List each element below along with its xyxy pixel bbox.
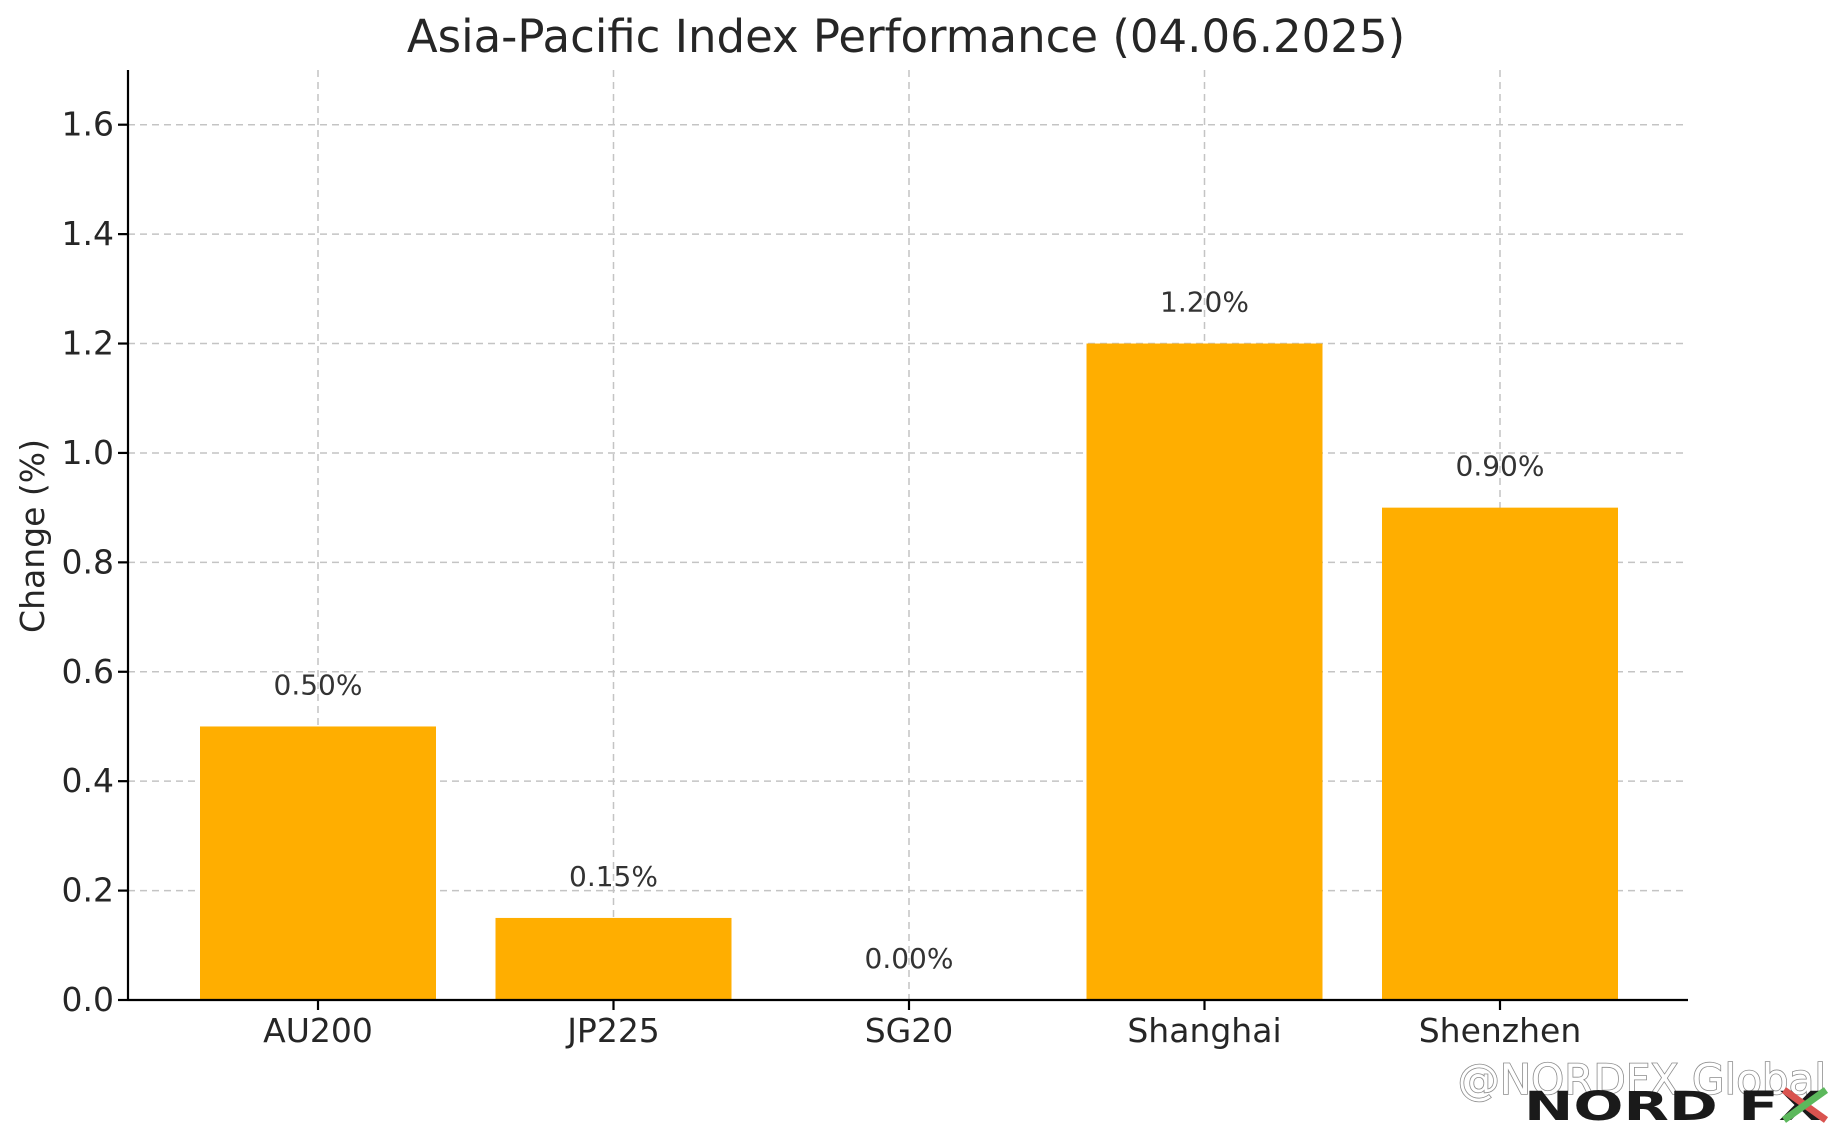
x-tick-label: SG20 <box>865 1011 954 1050</box>
y-tick-label: 1.2 <box>62 324 114 363</box>
y-tick-label: 0.4 <box>62 761 114 800</box>
y-tick-label: 0.8 <box>62 542 114 581</box>
y-axis-label: Change (%) <box>13 439 52 633</box>
brand-logo: NORD FX <box>1524 1084 1829 1130</box>
y-tick-label: 1.0 <box>62 433 114 472</box>
label-layer: 0.0 0.2 0.4 0.6 0.8 1.0 1.2 1.4 1.6 AU200 0.50% JP2… <box>62 105 1582 1050</box>
data-label: 1.20% <box>1160 286 1249 319</box>
x-tick-label: AU200 <box>263 1011 373 1050</box>
axis-layer <box>118 70 1688 1010</box>
x-tick-label: Shenzhen <box>1419 1011 1582 1050</box>
bar-au200 <box>200 726 436 1000</box>
bar-shenzhen <box>1382 507 1618 1000</box>
data-label: 0.50% <box>274 668 363 701</box>
chart-title: Asia-Pacific Index Performance (04.06.20… <box>407 10 1405 63</box>
bar-shanghai <box>1086 343 1323 1000</box>
data-label: 0.90% <box>1456 450 1545 483</box>
y-tick-label: 1.4 <box>62 214 114 253</box>
x-tick-label: Shanghai <box>1127 1011 1281 1050</box>
y-tick-label: 0.6 <box>62 652 114 691</box>
data-label: 0.00% <box>865 942 954 975</box>
watermark-text: @NORDFX Global <box>1458 1055 1826 1104</box>
watermark: @NORDFX Global NORD FX <box>1457 1054 1829 1130</box>
y-tick-label: 0.2 <box>62 871 114 910</box>
x-tick-label: JP225 <box>565 1011 660 1050</box>
y-tick-label: 1.6 <box>62 105 114 144</box>
brand-logo-text: NORD FX <box>1524 1084 1824 1130</box>
logo-accent-stroke <box>1781 1087 1829 1123</box>
data-label: 0.15% <box>569 860 658 893</box>
bar-jp225 <box>495 917 732 1000</box>
bar-layer <box>200 343 1618 1000</box>
y-tick-label: 0.0 <box>62 980 114 1019</box>
